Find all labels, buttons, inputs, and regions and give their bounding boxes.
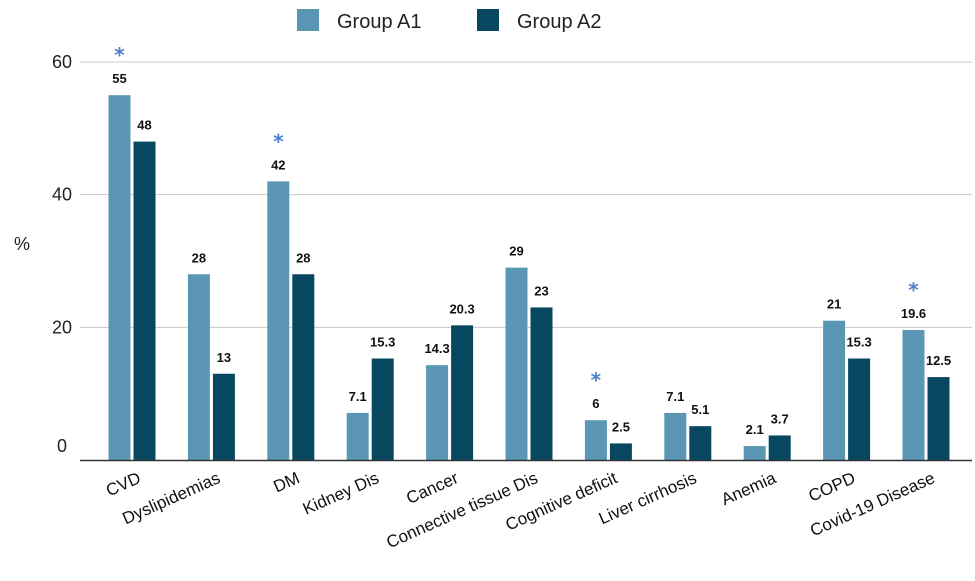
significance-marker: * (591, 368, 602, 392)
bar-group-a1 (664, 412, 687, 460)
legend-label: Group A1 (337, 11, 422, 33)
y-tick-label: 60 (52, 52, 72, 72)
significance-marker: * (273, 129, 284, 153)
bar-group-a1 (505, 267, 528, 460)
bar-group-a1 (743, 446, 766, 460)
bar-group-a1 (267, 181, 290, 460)
data-label: 15.3 (846, 335, 871, 350)
legend-label: Group A2 (517, 11, 602, 33)
data-label: 20.3 (449, 301, 474, 316)
significance-marker: * (114, 43, 125, 67)
data-label: 28 (296, 250, 310, 265)
data-label: 23 (534, 283, 548, 298)
x-tick-label: Anemia (718, 468, 779, 509)
data-label: 15.3 (370, 335, 395, 350)
bar-group-a2 (689, 426, 712, 460)
bar-group-a1 (108, 95, 131, 461)
data-label: 7.1 (349, 389, 367, 404)
data-label: 13 (217, 350, 231, 365)
x-tick-label: CVD (103, 468, 144, 500)
bar-group-a1 (426, 365, 449, 460)
data-label: 42 (271, 157, 285, 172)
data-label: 28 (192, 250, 206, 265)
significance-marker: * (908, 278, 919, 302)
bar-group-a2 (848, 358, 871, 460)
x-tick-label: COPD (806, 468, 859, 505)
bar-group-a1 (902, 329, 925, 460)
data-label: 14.3 (424, 341, 449, 356)
bar-group-a2 (530, 307, 553, 460)
x-tick-label: Kidney Dis (300, 468, 382, 518)
x-tick-label: Cancer (403, 468, 461, 508)
data-label: 19.6 (901, 306, 926, 321)
data-label: 12.5 (926, 353, 951, 368)
bar-group-a2 (768, 435, 791, 460)
bar-group-a1 (823, 320, 846, 460)
bar-group-a1 (346, 412, 369, 460)
data-label: 29 (509, 244, 523, 259)
bar-group-a2 (609, 443, 632, 460)
data-label: 3.7 (771, 411, 789, 426)
y-tick-label: 0 (57, 436, 67, 456)
y-tick-label: 40 (52, 185, 72, 205)
y-tick-label: 20 (52, 317, 72, 337)
legend-swatch (477, 9, 499, 31)
bars: 55 48 * 28 13 42 28 * 7.1 15.3 14.3 20.3 29 23 6 2.5 * 7.… (108, 43, 951, 461)
data-label: 6 (592, 396, 599, 411)
legend: Group A1 Group A2 (297, 9, 602, 33)
bar-group-a2 (371, 358, 394, 460)
data-label: 48 (137, 118, 151, 133)
x-tick-label: DM (271, 468, 303, 496)
y-axis-label: % (14, 234, 30, 254)
bar-group-a2 (133, 141, 156, 460)
legend-swatch (297, 9, 319, 31)
bar-group-a2 (292, 274, 315, 460)
bar-group-a2 (451, 325, 474, 460)
bar-group-a2 (212, 373, 235, 460)
bar-group-a2 (927, 377, 950, 460)
y-axis: % 0 20 40 60 (14, 52, 72, 456)
bar-group-a1 (584, 420, 607, 460)
bar-group-a1 (187, 274, 210, 460)
data-label: 21 (827, 297, 841, 312)
data-label: 2.5 (612, 419, 630, 434)
data-label: 2.1 (746, 422, 764, 437)
data-label: 55 (112, 71, 126, 86)
data-label: 7.1 (666, 389, 684, 404)
data-label: 5.1 (691, 402, 709, 417)
